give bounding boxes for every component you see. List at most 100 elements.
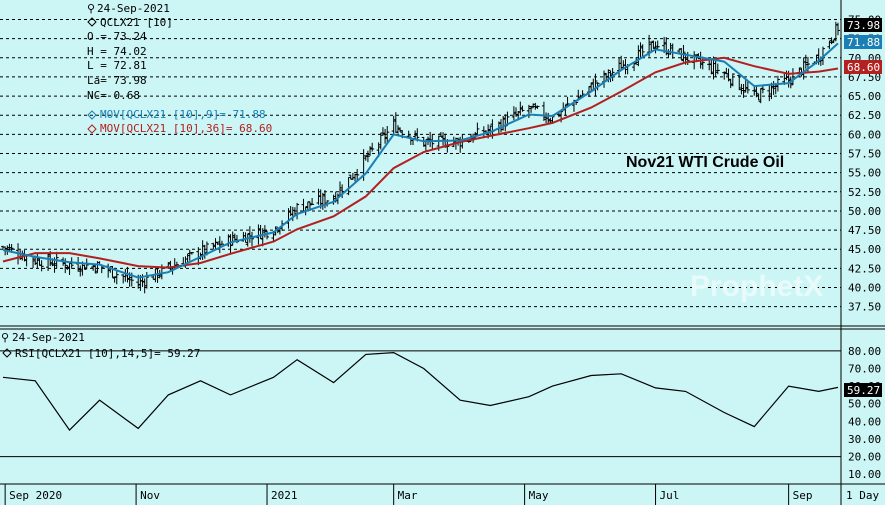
diamond-icon [87, 110, 97, 120]
diamond-icon [2, 348, 12, 358]
rsi-date: 24-Sep-2021 [12, 331, 85, 344]
ohlc-bar [370, 142, 375, 152]
ma-slow-badge [844, 60, 882, 74]
ohlc-bar [827, 40, 832, 49]
ohlc-bar [82, 264, 87, 270]
x-tick-label: Mar [398, 489, 418, 502]
ohlc-bar [353, 173, 358, 182]
ohlc-bar [380, 127, 385, 136]
ohlc-bar [35, 253, 40, 269]
x-tick-label: 2021 [271, 489, 298, 502]
ohlc-bar [610, 68, 615, 82]
ohlc-bar [365, 150, 370, 163]
x-axis: Sep 2020 Nov 2021 Mar May Jul Sep [4, 484, 813, 505]
ohlc-bar [726, 68, 731, 82]
period-label: 1 Day [846, 489, 879, 502]
ohlc-bar [529, 105, 534, 113]
ma-9-line [2, 42, 839, 279]
net-change-value: NC= 0.68 [87, 89, 140, 102]
price-badges: 73.98 71.88 68.60 [844, 18, 882, 74]
symbol-label: QCLX21 [10] [100, 16, 173, 29]
price-tick-label: 52.50 [848, 186, 881, 199]
ohlc-bar [713, 60, 718, 78]
ohlc-bar [31, 255, 36, 269]
price-legend: ⚲ 24-Sep-2021 QCLX21 [10] O = 73.24 H = … [87, 2, 272, 135]
ohlc-bar [258, 224, 263, 239]
ohlc-bar [745, 81, 750, 94]
ohlc-bar [756, 93, 761, 101]
ohlc-bar [565, 96, 570, 107]
rsi-label: RSI[QCLX21 [10],14,5]= 59.27 [15, 347, 200, 360]
price-tick-label: 45.00 [848, 243, 881, 256]
price-tick-label: 42.50 [848, 262, 881, 275]
ohlc-bar [265, 230, 270, 240]
x-tick-label: Sep [793, 489, 813, 502]
ohlc-bar [189, 252, 194, 255]
watermark: ProphetX [690, 270, 823, 303]
ohlc-bar [767, 84, 772, 102]
ohlc-bar [520, 105, 525, 112]
ohlc-bar [743, 80, 748, 93]
ohlc-bar [406, 130, 411, 138]
chart-title: Nov21 WTI Crude Oil [626, 154, 784, 171]
ohlc-bar [501, 115, 506, 131]
last-badge-text: 73.98 [847, 19, 880, 32]
price-tick-label: 65.00 [848, 90, 881, 103]
ohlc-bar [784, 70, 789, 81]
ohlc-bar [245, 233, 250, 247]
price-tick-label: 40.00 [848, 282, 881, 295]
ohlc-bar [640, 44, 645, 57]
last-value: La= 73.98 [87, 74, 147, 87]
ohlc-bar [653, 41, 658, 54]
ohlc-bar [249, 231, 254, 247]
rsi-tick-label: 50.00 [848, 398, 881, 411]
ohlc-bar [76, 256, 81, 272]
ohlc-bar [664, 37, 669, 56]
diamond-icon [87, 17, 97, 27]
ohlc-bar [213, 238, 218, 250]
ohlc-bar [655, 40, 660, 49]
ohlc-bar [142, 278, 147, 294]
ohlc-bar [368, 146, 373, 156]
rsi-panel: 10.0020.0030.0040.0050.0060.0070.0080.00… [0, 331, 882, 481]
ohlc-bar [39, 260, 44, 272]
rsi-tick-label: 20.00 [848, 451, 881, 464]
ohlc-bar [67, 262, 72, 275]
ohlc-bar [114, 270, 119, 285]
ohlc-bar [803, 54, 808, 69]
ohlc-bar [228, 234, 233, 254]
ohlc-bar [730, 73, 735, 87]
ohlc-bar [78, 265, 83, 277]
ohlc-bar [836, 22, 840, 36]
ohlc-bar [310, 198, 315, 205]
price-tick-label: 47.50 [848, 224, 881, 237]
ma-slow-badge-text: 68.60 [847, 61, 880, 74]
ohlc-bar [121, 274, 126, 284]
open-value: O = 73.24 [87, 30, 147, 43]
price-grid [0, 18, 841, 308]
price-date: 24-Sep-2021 [97, 2, 170, 15]
price-tick-label: 57.50 [848, 148, 881, 161]
ohlc-bar [256, 224, 261, 245]
ohlc-bar [211, 242, 216, 250]
ohlc-bar [144, 271, 149, 289]
ohlc-bar [350, 172, 355, 180]
ohlc-bar [383, 128, 388, 144]
ohlc-bar [378, 132, 383, 150]
ohlc-bar [801, 57, 806, 80]
rsi-line [2, 351, 839, 432]
ohlc-bar [511, 106, 516, 121]
x-tick-label: Sep 2020 [9, 489, 62, 502]
high-value: H = 74.02 [87, 45, 147, 58]
ohlc-bar [385, 125, 390, 145]
ohlc-bar [106, 263, 111, 278]
ohlc-bar [451, 136, 456, 148]
ohlc-bar [93, 264, 98, 274]
price-tick-label: 55.00 [848, 167, 881, 180]
ohlc-bar [230, 231, 235, 246]
magnifier-icon: ⚲ [1, 331, 9, 344]
ohlc-bar [636, 45, 641, 67]
ma-fast-badge [844, 35, 882, 49]
